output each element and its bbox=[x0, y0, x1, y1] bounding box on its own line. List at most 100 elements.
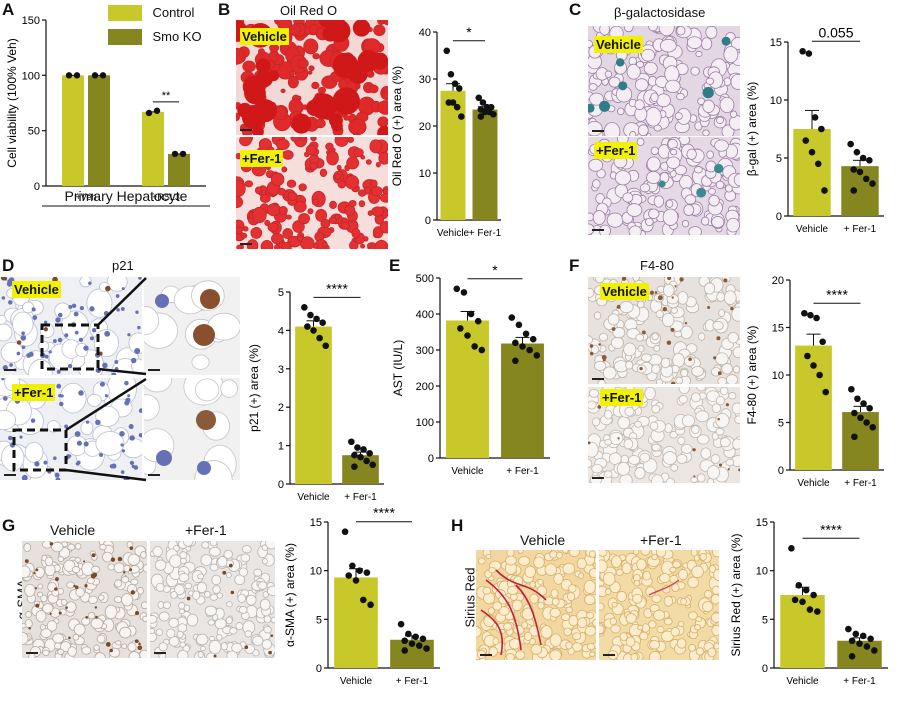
x-tick-label: +Veh bbox=[76, 192, 97, 202]
tissue-cell bbox=[269, 43, 280, 53]
tissue-cell bbox=[51, 541, 64, 553]
tissue-cell bbox=[244, 630, 252, 638]
tissue-cell bbox=[127, 642, 137, 652]
tissue-cell bbox=[296, 235, 303, 242]
tissue-cell bbox=[236, 226, 243, 235]
tissue-cell bbox=[655, 550, 667, 558]
tissue-cell bbox=[155, 628, 164, 637]
data-point bbox=[443, 47, 451, 55]
tissue-cell bbox=[482, 586, 492, 595]
stain-dot bbox=[48, 350, 52, 354]
tissue-cell bbox=[529, 593, 539, 604]
y-tick-label: 150 bbox=[22, 15, 40, 27]
stain-dot bbox=[43, 460, 48, 465]
bar bbox=[793, 129, 831, 216]
stain-dot bbox=[598, 100, 611, 112]
tissue-cell bbox=[226, 601, 233, 608]
stain-dot bbox=[621, 277, 627, 281]
chart-f: 0 5 10 15 20 F4-80 (+) area (%) Vehicle + Fer-1… bbox=[738, 258, 900, 508]
tissue-cell bbox=[297, 58, 309, 69]
data-point bbox=[449, 99, 457, 106]
tissue-cell bbox=[592, 417, 601, 427]
tissue-cell bbox=[209, 593, 218, 601]
stain-dot bbox=[98, 351, 103, 356]
stain-dot bbox=[43, 327, 48, 332]
tissue-cell bbox=[237, 593, 246, 603]
tissue-cell bbox=[199, 645, 206, 652]
bar bbox=[472, 109, 498, 220]
tissue-cell bbox=[158, 642, 168, 652]
p21-fer1-zoom-image bbox=[144, 378, 240, 480]
tissue-cell bbox=[713, 642, 719, 650]
tissue-cell bbox=[244, 180, 254, 188]
tissue-cell bbox=[67, 646, 77, 657]
stain-dot bbox=[138, 432, 142, 438]
tissue-cell bbox=[113, 562, 125, 574]
data-point bbox=[401, 647, 409, 654]
tissue-cell bbox=[236, 47, 246, 65]
alpha-sma-vehicle-image bbox=[22, 541, 147, 658]
tissue-cell bbox=[87, 611, 96, 620]
tissue-cell bbox=[725, 374, 739, 384]
stain-dot bbox=[666, 340, 672, 345]
collagen-fiber bbox=[495, 569, 547, 601]
tissue-cell bbox=[150, 615, 158, 624]
tissue-cell bbox=[634, 420, 643, 428]
tissue-cell bbox=[712, 568, 719, 581]
tissue-cell bbox=[599, 550, 608, 557]
tissue-cell bbox=[556, 551, 563, 559]
tissue-cell bbox=[234, 574, 246, 586]
tissue-cell bbox=[663, 617, 673, 626]
chart-a: 0 50 100 150 Cell viability (100% Veh) +Veh +R… bbox=[0, 0, 215, 230]
tissue-cell bbox=[223, 549, 233, 559]
x-tick-label: Vehicle bbox=[297, 492, 330, 503]
panel-b-title: Oil Red O bbox=[280, 3, 338, 18]
tissue-cell bbox=[99, 543, 107, 551]
data-point bbox=[856, 640, 863, 647]
tissue-cell bbox=[576, 557, 587, 570]
chart-d: 0 1 2 3 4 5 p21 (+) area (%) Vehicle + Fer-1 **** bbox=[247, 258, 390, 508]
stain-dot bbox=[332, 87, 361, 115]
tissue-cell bbox=[671, 583, 680, 592]
tissue-cell bbox=[334, 173, 341, 180]
stain-dot bbox=[294, 119, 308, 133]
tissue-cell bbox=[180, 557, 187, 564]
tissue-cell bbox=[709, 564, 717, 573]
tissue-cell bbox=[562, 550, 569, 554]
stain-dot bbox=[54, 587, 58, 591]
tissue-cell bbox=[645, 106, 662, 127]
tissue-cell bbox=[75, 587, 85, 597]
data-point bbox=[854, 395, 861, 403]
tissue-cell bbox=[715, 352, 729, 366]
stain-dot bbox=[75, 461, 80, 466]
tissue-cell bbox=[374, 239, 388, 249]
data-point bbox=[316, 334, 323, 342]
tissue-cell bbox=[142, 564, 147, 573]
tissue-cell bbox=[93, 644, 100, 651]
stain-dot bbox=[33, 572, 36, 575]
tissue-cell bbox=[104, 604, 118, 620]
y-tick-label: 50 bbox=[28, 126, 40, 138]
tissue-cell bbox=[641, 353, 652, 363]
stain-dot bbox=[57, 312, 63, 318]
tissue-cell bbox=[578, 572, 585, 580]
tissue-cell bbox=[310, 137, 317, 142]
legend-swatch-smo-ko bbox=[108, 28, 142, 45]
tissue-cell bbox=[648, 26, 658, 32]
stain-dot bbox=[696, 187, 707, 198]
tissue-cell bbox=[708, 194, 720, 207]
tissue-cell bbox=[263, 626, 272, 634]
tissue-cell bbox=[637, 300, 645, 309]
stain-dot bbox=[138, 642, 141, 646]
stain-dot bbox=[588, 441, 591, 445]
tissue-cell bbox=[254, 186, 263, 195]
tissue-cell bbox=[588, 335, 593, 345]
tissue-cell bbox=[485, 553, 492, 560]
data-point bbox=[859, 632, 867, 640]
y-axis-label: Cell viability (100% Veh) bbox=[5, 38, 19, 167]
stain-dot bbox=[102, 362, 108, 369]
data-point bbox=[512, 357, 519, 365]
tissue-cell bbox=[22, 631, 29, 645]
stain-dot bbox=[78, 337, 83, 342]
tissue-cell bbox=[701, 37, 713, 51]
